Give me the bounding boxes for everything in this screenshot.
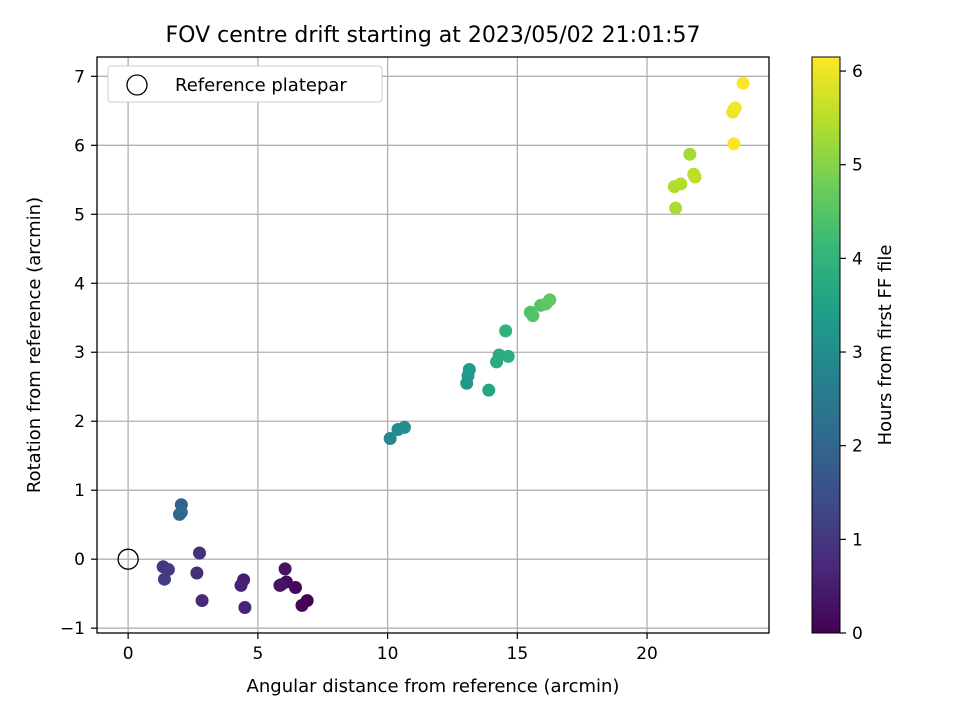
data-point (688, 170, 702, 184)
y-tick-label: 3 (74, 343, 85, 363)
colorbar-tick-label: 5 (852, 156, 863, 176)
data-point (526, 309, 540, 323)
reference-marker (117, 548, 139, 570)
legend: Reference platepar (107, 65, 383, 103)
x-tick-label: 0 (123, 644, 134, 664)
legend-box (107, 65, 383, 103)
colorbar-tick-label: 6 (852, 62, 863, 82)
data-point (501, 349, 515, 363)
data-point (234, 578, 248, 592)
data-point (728, 101, 742, 115)
colorbar-tick-label: 3 (852, 343, 863, 363)
data-point (482, 383, 496, 397)
data-point (238, 600, 252, 614)
data-point (397, 420, 411, 434)
data-points (156, 76, 750, 614)
data-point (543, 293, 557, 307)
y-tick-label: 4 (74, 274, 85, 294)
data-point (295, 598, 309, 612)
y-tick-label: 5 (74, 205, 85, 225)
colorbar-tick-label: 4 (852, 249, 863, 269)
data-point (669, 201, 683, 215)
data-point (157, 572, 171, 586)
data-point (674, 177, 688, 191)
data-point (174, 505, 188, 519)
y-axis-label: Rotation from reference (arcmin) (24, 197, 45, 493)
data-point (683, 147, 697, 161)
y-tick-label: 6 (74, 136, 85, 156)
colorbar-label: Hours from first FF file (875, 245, 896, 446)
grid-lines (97, 57, 769, 633)
data-point (727, 137, 741, 151)
colorbar-tick-label: 1 (852, 530, 863, 550)
plot-frame (96, 56, 770, 634)
x-axis-label: Angular distance from reference (arcmin) (247, 676, 620, 697)
x-tick-label: 15 (507, 644, 529, 664)
y-tick-label: 1 (74, 481, 85, 501)
x-axis-ticks: 0 5 10 15 20 (123, 633, 658, 664)
legend-reference-marker (126, 74, 148, 96)
colorbar-gradient (811, 56, 841, 634)
data-point (278, 562, 292, 576)
colorbar-ticks: 0 1 2 3 4 5 6 (840, 62, 863, 644)
y-tick-label: 2 (74, 412, 85, 432)
y-tick-label: 0 (74, 550, 85, 570)
data-point (462, 362, 476, 376)
data-point (383, 431, 397, 445)
data-point (273, 578, 287, 592)
legend-label: Reference platepar (175, 75, 347, 96)
reference-marker-group (117, 548, 139, 570)
y-tick-label: −1 (60, 619, 85, 639)
colorbar: 0 1 2 3 4 5 6 Hours from first FF file (811, 56, 896, 644)
data-point (736, 76, 750, 90)
x-tick-label: 10 (377, 644, 399, 664)
chart-title: FOV centre drift starting at 2023/05/02 … (166, 23, 701, 48)
colorbar-tick-label: 2 (852, 437, 863, 457)
data-point (499, 324, 513, 338)
data-point (195, 594, 209, 608)
colorbar-tick-label: 0 (852, 624, 863, 644)
x-tick-label: 20 (636, 644, 658, 664)
data-point (190, 566, 204, 580)
y-axis-ticks: −1 0 1 2 3 4 5 6 7 (60, 67, 97, 639)
x-tick-label: 5 (252, 644, 263, 664)
y-tick-label: 7 (74, 67, 85, 87)
data-point (192, 546, 206, 560)
